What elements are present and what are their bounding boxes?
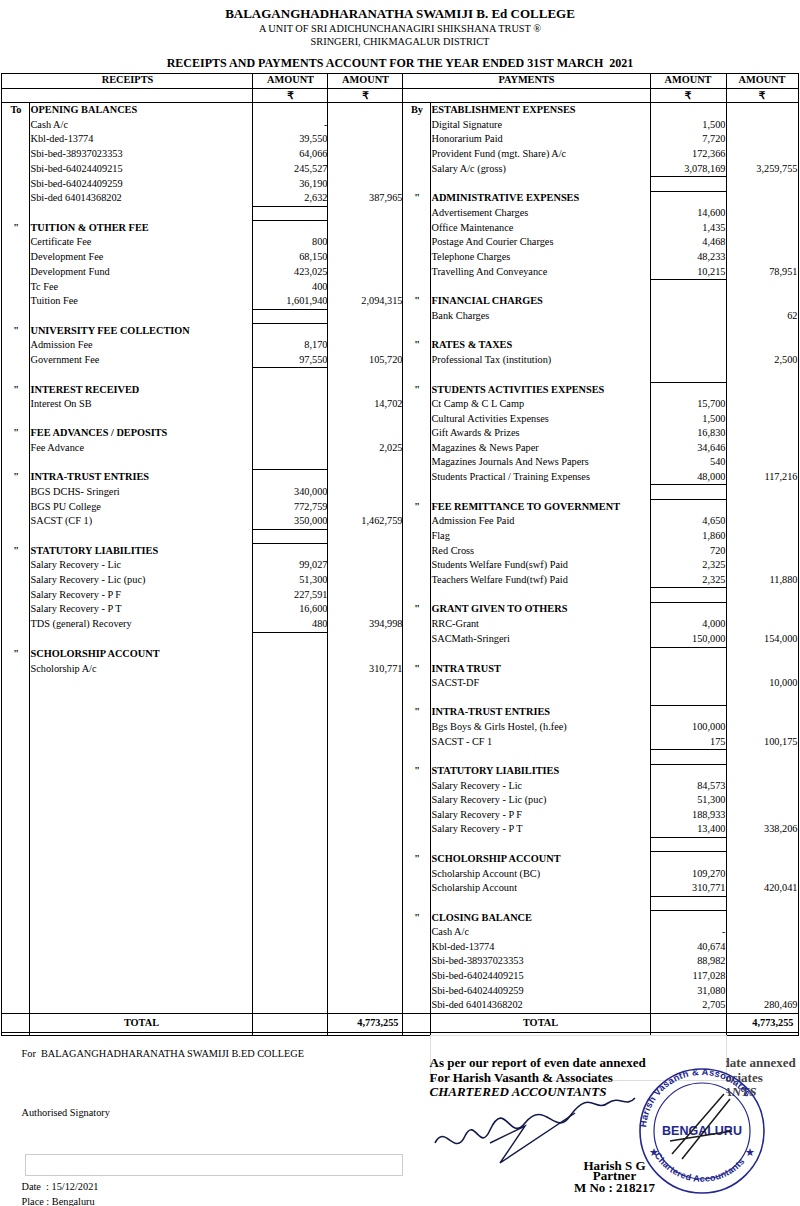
svg-text:★: ★ [745, 1146, 755, 1158]
svg-text:★: ★ [649, 1146, 659, 1158]
